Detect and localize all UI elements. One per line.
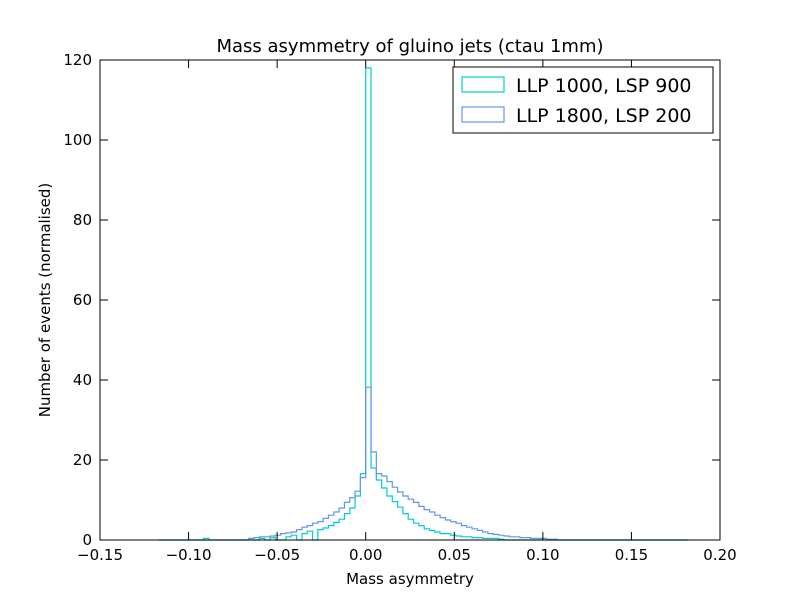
series-layer xyxy=(158,67,689,541)
legend-swatch-series-2 xyxy=(461,106,505,123)
legend-label-series-1: LLP 1000, LSP 900 xyxy=(516,75,692,97)
x-tick-label: 0.20 xyxy=(703,546,736,564)
x-tick-label: 0.10 xyxy=(526,546,559,564)
chart-title: Mass asymmetry of gluino jets (ctau 1mm) xyxy=(216,36,603,57)
y-tick-label: 40 xyxy=(73,371,92,389)
x-tick-label: 0.00 xyxy=(349,546,382,564)
legend-swatch-series-1 xyxy=(461,76,505,93)
y-tick-label: 60 xyxy=(73,291,92,309)
series-1-step-line xyxy=(158,67,689,541)
x-axis-title: Mass asymmetry xyxy=(346,570,474,588)
y-tick-label: 120 xyxy=(63,51,92,69)
y-tick-label: 100 xyxy=(63,131,92,149)
y-axis-title: Number of events (normalised) xyxy=(36,183,54,418)
y-tick-label: 20 xyxy=(73,451,92,469)
x-tick-label: −0.05 xyxy=(254,546,300,564)
legend: LLP 1000, LSP 900 LLP 1800, LSP 200 xyxy=(452,66,714,134)
series-2-step-line xyxy=(158,386,689,541)
y-tick-label: 80 xyxy=(73,211,92,229)
x-tick-label: −0.10 xyxy=(166,546,212,564)
legend-label-series-2: LLP 1800, LSP 200 xyxy=(516,105,692,127)
ticks-layer: −0.15 −0.10 −0.05 0.00 0.05 0.10 0.15 0.20 0 20 40… xyxy=(63,51,736,564)
plot-frame xyxy=(99,59,721,541)
x-tick-label: −0.15 xyxy=(77,546,123,564)
x-tick-label: 0.05 xyxy=(438,546,471,564)
y-tick-label: 0 xyxy=(82,531,92,549)
x-tick-label: 0.15 xyxy=(615,546,648,564)
